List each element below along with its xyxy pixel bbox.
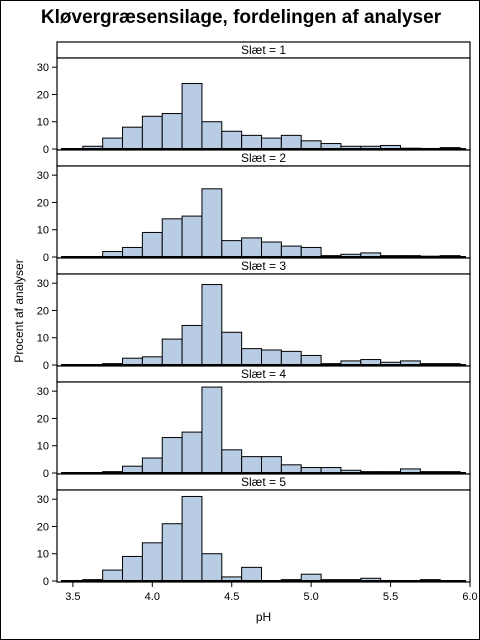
panel-strip-label: Slæt = 3 <box>241 259 286 273</box>
y-tick-label: 10 <box>37 549 49 561</box>
panel-strip-label: Slæt = 2 <box>241 151 286 165</box>
histogram-bar <box>141 356 163 366</box>
histogram-bar <box>102 569 124 582</box>
histogram-bar <box>161 437 183 474</box>
y-tick-label: 30 <box>37 62 49 74</box>
histogram-bar <box>300 246 322 258</box>
histogram-bar <box>241 237 263 258</box>
histogram-bar <box>122 555 143 582</box>
y-tick-label: 0 <box>43 360 49 372</box>
histogram-bar <box>221 130 243 150</box>
histogram-bar <box>201 553 223 582</box>
histogram-bar <box>201 188 223 258</box>
histogram-bar <box>261 241 282 258</box>
histogram-bar <box>300 354 322 366</box>
y-axis-label: Procent af analyser <box>12 259 26 362</box>
histogram-bar <box>161 338 183 366</box>
histogram-bar <box>141 542 163 582</box>
histogram-bar <box>141 457 163 474</box>
x-tick-label: 6.0 <box>462 591 477 603</box>
panel-plot-area <box>56 57 471 151</box>
y-tick-label: 20 <box>37 413 49 425</box>
histogram-bar <box>300 573 322 582</box>
histogram-bar <box>241 348 263 366</box>
chart-title: Kløvergræsensilage, fordelingen af analy… <box>40 7 442 28</box>
histogram-bar <box>201 121 223 150</box>
panel-plot-area <box>56 489 471 583</box>
x-tick-label: 4.5 <box>224 591 239 603</box>
y-tick-label: 0 <box>43 576 49 588</box>
x-tick-label: 3.5 <box>65 591 80 603</box>
histogram-bar <box>181 215 203 258</box>
y-tick-label: 10 <box>37 333 49 345</box>
histogram-bar <box>181 431 203 474</box>
histogram-bar <box>280 245 302 258</box>
y-tick-label: 30 <box>37 170 49 182</box>
histogram-bar <box>181 83 203 150</box>
histogram-bar <box>280 464 302 474</box>
histogram-bar <box>300 140 322 150</box>
histogram-bar <box>261 137 282 150</box>
y-tick-label: 0 <box>43 144 49 156</box>
y-tick-label: 10 <box>37 225 49 237</box>
panel-strip-label: Slæt = 5 <box>241 475 286 489</box>
y-tick-label: 0 <box>43 468 49 480</box>
histogram-bar <box>221 240 243 258</box>
y-tick-label: 30 <box>37 386 49 398</box>
histogram-bar <box>181 324 203 366</box>
y-tick-label: 20 <box>37 197 49 209</box>
histogram-bar <box>280 350 302 366</box>
panel-strip-label: Slæt = 4 <box>241 367 286 381</box>
x-tick-label: 5.0 <box>304 591 319 603</box>
histogram-bar <box>161 523 183 582</box>
histogram-bar <box>161 113 183 150</box>
histogram-bar <box>141 231 163 258</box>
y-tick-label: 20 <box>37 89 49 101</box>
histogram-bar <box>241 566 263 582</box>
histogram-bar <box>122 465 143 474</box>
histogram-bar <box>261 456 282 474</box>
histogram-bar <box>241 456 263 474</box>
x-tick-label: 4.0 <box>145 591 160 603</box>
x-tick-label: 5.5 <box>383 591 398 603</box>
y-tick-label: 20 <box>37 305 49 317</box>
histogram-bar <box>122 357 143 366</box>
histogram-bar <box>122 246 143 258</box>
y-tick-label: 30 <box>37 494 49 506</box>
y-tick-label: 10 <box>37 117 49 129</box>
histogram-bar <box>280 134 302 150</box>
histogram-bar <box>261 349 282 366</box>
y-tick-label: 0 <box>43 252 49 264</box>
histogram-bar <box>102 137 124 150</box>
histogram-bar <box>241 134 263 150</box>
histogram-bar <box>201 284 223 366</box>
panel-strip-label: Slæt = 1 <box>241 43 286 57</box>
histogram-bar <box>161 218 183 258</box>
histogram-bar <box>181 495 203 582</box>
histogram-bar <box>221 331 243 366</box>
x-axis-label: pH <box>256 610 271 624</box>
histogram-bar <box>122 126 143 150</box>
histogram-bar <box>201 386 223 474</box>
y-tick-label: 10 <box>37 441 49 453</box>
y-tick-label: 30 <box>37 278 49 290</box>
histogram-bar <box>221 449 243 474</box>
histogram-bar <box>141 115 163 150</box>
y-tick-label: 20 <box>37 521 49 533</box>
